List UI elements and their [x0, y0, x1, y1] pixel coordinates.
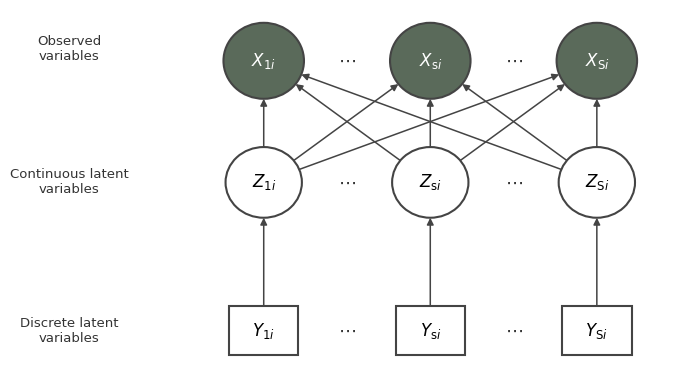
Text: $Y_{\mathrm{s}i}$: $Y_{\mathrm{s}i}$	[420, 321, 441, 340]
Ellipse shape	[223, 23, 304, 99]
Text: $\cdots$: $\cdots$	[505, 52, 523, 70]
Text: $X_{1i}$: $X_{1i}$	[251, 51, 276, 71]
Text: $\cdots$: $\cdots$	[338, 321, 356, 340]
Text: $Z_{\mathrm{s}i}$: $Z_{\mathrm{s}i}$	[418, 173, 442, 192]
Text: Discrete latent
variables: Discrete latent variables	[20, 317, 119, 345]
Text: $Y_{\mathrm{S}i}$: $Y_{\mathrm{S}i}$	[586, 321, 608, 340]
FancyBboxPatch shape	[229, 306, 298, 355]
Text: $X_{\mathrm{S}i}$: $X_{\mathrm{S}i}$	[584, 51, 609, 71]
Text: $\cdots$: $\cdots$	[338, 52, 356, 70]
Text: $\cdots$: $\cdots$	[338, 173, 356, 192]
Ellipse shape	[226, 147, 302, 218]
Text: Observed
variables: Observed variables	[37, 35, 101, 63]
Text: $Y_{1i}$: $Y_{1i}$	[253, 321, 275, 340]
Ellipse shape	[390, 23, 471, 99]
Text: $\cdots$: $\cdots$	[505, 173, 523, 192]
Ellipse shape	[392, 147, 468, 218]
Ellipse shape	[559, 147, 635, 218]
FancyBboxPatch shape	[562, 306, 632, 355]
Text: $\cdots$: $\cdots$	[505, 321, 523, 340]
FancyBboxPatch shape	[396, 306, 465, 355]
Text: $X_{\mathrm{s}i}$: $X_{\mathrm{s}i}$	[418, 51, 442, 71]
Text: $Z_{1i}$: $Z_{1i}$	[251, 173, 276, 192]
Ellipse shape	[557, 23, 637, 99]
Text: Continuous latent
variables: Continuous latent variables	[10, 168, 129, 196]
Text: $Z_{\mathrm{S}i}$: $Z_{\mathrm{S}i}$	[584, 173, 609, 192]
